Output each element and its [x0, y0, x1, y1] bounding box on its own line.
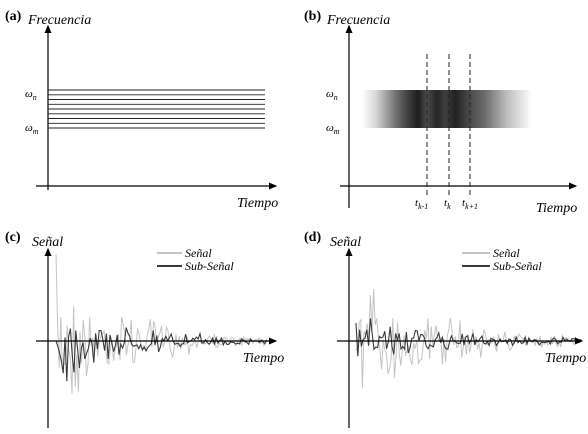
panel-b-tick-tk: tk [444, 197, 451, 211]
panel-c-x-axis-label: Tiempo [243, 351, 284, 366]
panel-a-omega-m: ωm [25, 122, 39, 136]
panel-b: (b) Frecuencia ωn ωm tk-1 tk tk+1 Tiempo [304, 9, 577, 216]
panel-c-legend-subsignal: Sub-Señal [185, 259, 234, 273]
panel-d-legend-subsignal: Sub-Señal [493, 259, 542, 273]
panel-c-subsignal-trace [55, 327, 268, 382]
panel-c-y-axis-label: Señal [32, 235, 63, 250]
panel-c: (c) Señal Señal Sub-Señal Tiempo [5, 230, 284, 428]
panel-a-y-axis-label: Frecuencia [27, 13, 91, 28]
panel-b-spectral-band [362, 90, 532, 128]
panel-b-omega-n: ωn [326, 88, 338, 102]
panel-b-omega-m: ωm [326, 122, 340, 136]
panel-d-legend-signal: Señal [493, 246, 520, 260]
panel-b-tick-tk+1: tk+1 [462, 197, 478, 211]
panel-d-label: (d) [304, 230, 321, 245]
panel-b-x-axis-label: Tiempo [536, 201, 577, 216]
panel-d-subsignal-trace [355, 318, 582, 357]
panel-b-label: (b) [304, 9, 321, 24]
panel-d-x-axis-label: Tiempo [545, 351, 586, 366]
panel-c-signal-trace [55, 254, 268, 394]
panel-c-legend-signal: Señal [185, 246, 212, 260]
panel-d-y-axis-label: Señal [330, 235, 361, 250]
panel-a-omega-n: ωn [25, 88, 37, 102]
panel-c-label: (c) [5, 230, 21, 245]
panel-a-frequency-lines [48, 89, 265, 129]
panel-b-tick-tk-1: tk-1 [415, 197, 428, 211]
panel-b-y-axis-label: Frecuencia [326, 13, 390, 28]
panel-a-x-axis-label: Tiempo [237, 196, 278, 211]
panel-a-label: (a) [5, 9, 22, 24]
panel-a: (a) Frecuencia ωn ωm Tiempo [5, 9, 278, 211]
panel-d: (d) Señal Señal Sub-Señal Tiempo [304, 230, 586, 428]
